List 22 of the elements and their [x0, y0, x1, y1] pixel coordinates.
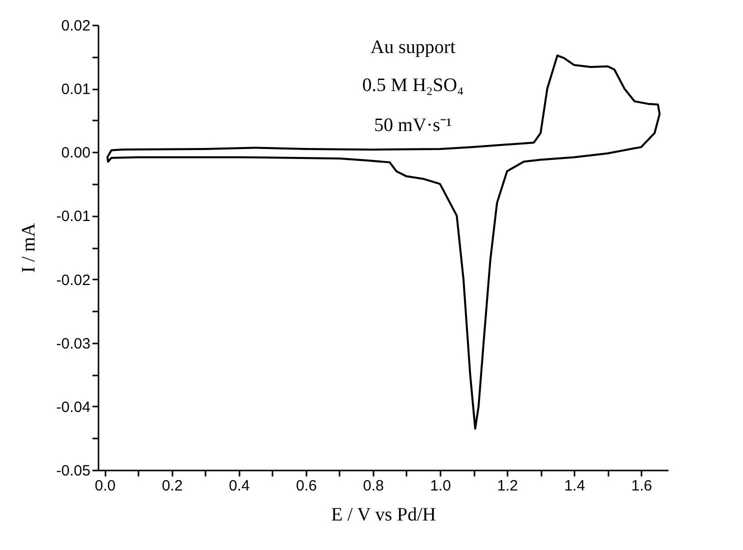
y-tick-label: -0.01 [56, 208, 90, 226]
y-tick-label: -0.02 [56, 272, 90, 289]
annotation: 0.5 M H₂SO₄ [362, 75, 464, 96]
annotation: Au support [370, 37, 456, 58]
x-tick-label: 0.4 [228, 478, 250, 494]
y-tick-label: 0.02 [61, 18, 90, 34]
x-tick-label: 1.0 [430, 478, 451, 494]
x-tick-label: 0.0 [94, 478, 116, 494]
x-tick-label: 1.2 [497, 478, 518, 494]
x-tick-label: 1.4 [564, 478, 586, 494]
y-tick-label: -0.03 [56, 335, 90, 352]
y-tick-label: -0.05 [56, 462, 90, 480]
x-tick-label: 0.2 [162, 478, 183, 494]
y-tick-label: 0.01 [61, 81, 90, 98]
y-axis-title: I / mA [18, 222, 40, 273]
x-axis-title: E / V vs Pd/H [331, 504, 436, 526]
annotation: 50 mV·s⁻¹ [374, 115, 452, 136]
x-tick-label: 0.6 [296, 478, 317, 494]
x-tick-label: 1.6 [631, 478, 652, 494]
y-tick-label: 0.00 [61, 144, 90, 162]
y-tick-label: -0.04 [56, 398, 90, 416]
x-tick-label: 0.8 [363, 478, 384, 494]
